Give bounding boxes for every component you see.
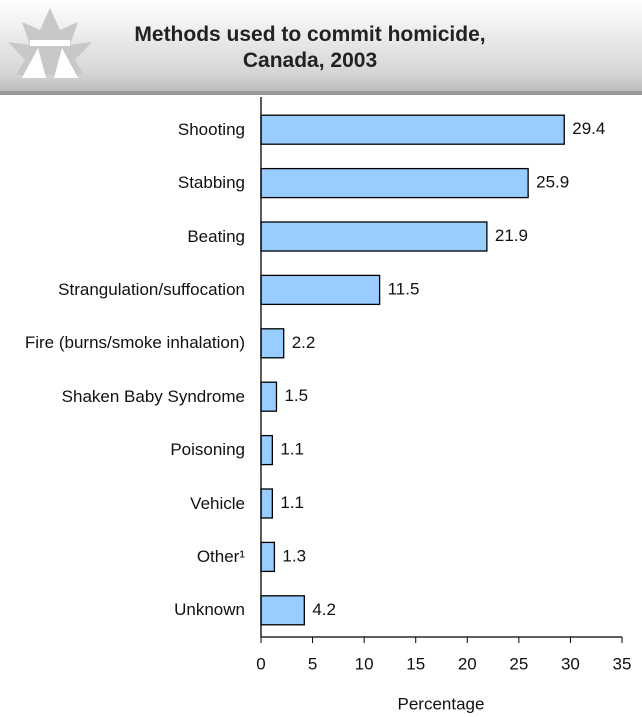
y-tick-label: Unknown	[174, 600, 245, 620]
x-tick-label: 35	[613, 654, 632, 673]
bar	[260, 328, 285, 359]
bar	[260, 595, 305, 626]
y-tick-label: Other¹	[196, 546, 245, 566]
bar	[260, 381, 278, 412]
logo-bar	[30, 40, 70, 46]
logo-triangle	[22, 48, 46, 78]
value-label: 21.9	[495, 226, 528, 245]
value-label: 1.5	[284, 386, 308, 405]
bar	[260, 114, 565, 145]
bar	[260, 167, 529, 199]
chart-title: Methods used to commit homicide, Canada,…	[134, 23, 486, 72]
y-tick-label: Strangulation/suffocation	[58, 279, 245, 299]
value-label: 1.1	[280, 493, 304, 512]
bar	[260, 434, 273, 466]
value-label: 2.2	[292, 333, 316, 352]
bar	[260, 274, 381, 306]
value-label: 11.5	[388, 279, 420, 298]
y-tick-label: Fire (burns/smoke inhalation)	[24, 333, 245, 353]
y-tick-label: Shooting	[177, 119, 245, 139]
y-tick-label: Beating	[187, 226, 245, 246]
y-tick-label: Vehicle	[190, 493, 245, 513]
logo	[8, 8, 92, 78]
value-label: 4.2	[312, 600, 336, 619]
x-tick-label: 20	[458, 654, 477, 673]
x-tick-label: 30	[561, 654, 580, 673]
x-tick-label: 5	[308, 654, 317, 673]
logo-triangle	[54, 48, 78, 78]
y-tick-label: Stabbing	[177, 173, 245, 193]
y-tick-label: Poisoning	[170, 440, 245, 460]
bar	[260, 221, 488, 252]
x-tick-label: 0	[256, 654, 265, 673]
x-tick-label: 25	[509, 654, 528, 673]
header: Methods used to commit homicide, Canada,…	[0, 0, 642, 95]
x-tick-label: 10	[355, 654, 374, 673]
value-label: 29.4	[572, 119, 605, 138]
x-axis-label: Percentage	[398, 694, 485, 713]
bar	[260, 541, 276, 573]
value-label: 1.1	[280, 440, 304, 459]
bar	[260, 488, 273, 519]
y-tick-label: Shaken Baby Syndrome	[61, 386, 245, 406]
value-label: 25.9	[536, 173, 569, 192]
x-tick-label: 15	[406, 654, 425, 673]
value-label: 1.3	[282, 546, 306, 565]
